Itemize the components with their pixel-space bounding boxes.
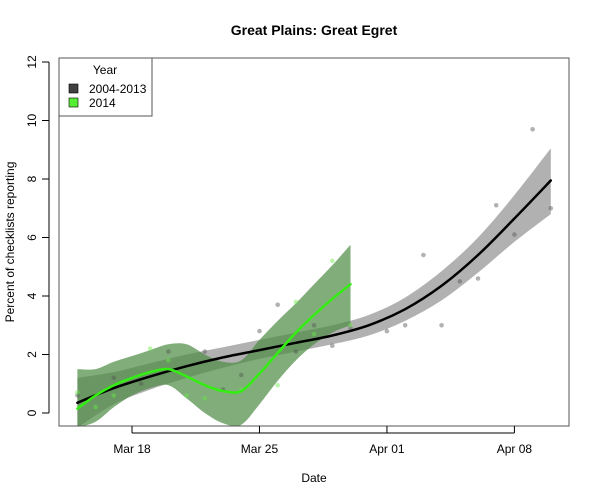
y-tick-label: 0 — [25, 409, 39, 416]
data-point — [293, 299, 299, 305]
data-point — [493, 203, 499, 208]
x-tick-label: Mar 25 — [241, 442, 279, 456]
data-points — [75, 127, 554, 410]
data-point — [311, 323, 317, 328]
y-tick-label: 10 — [25, 114, 39, 128]
data-point — [166, 349, 171, 354]
plot-frame — [58, 57, 570, 427]
data-point — [75, 393, 80, 398]
data-point — [111, 375, 117, 381]
data-point — [402, 323, 408, 328]
chart-title: Great Plains: Great Egret — [231, 22, 398, 38]
legend-label-2004-2013: 2004-2013 — [89, 82, 147, 96]
data-point — [166, 358, 171, 363]
plot-area — [75, 127, 554, 426]
y-tick-label: 4 — [25, 292, 39, 299]
x-axis-label: Date — [301, 471, 327, 485]
legend-label-2014: 2014 — [89, 96, 116, 110]
data-point — [512, 232, 517, 237]
y-tick-label: 8 — [25, 175, 39, 182]
data-point — [147, 346, 153, 351]
y-tick-label: 12 — [25, 55, 39, 69]
data-point — [530, 127, 535, 132]
x-tick-label: Apr 01 — [369, 442, 405, 456]
fit-line-2004-2013 — [76, 179, 553, 405]
confidence-band-2014 — [77, 244, 351, 426]
data-point — [348, 323, 353, 328]
x-axis: Mar 18 Mar 25 Apr 01 Apr 08 — [113, 426, 532, 456]
y-axis-label: Percent of checklists reporting — [3, 162, 17, 323]
data-point — [457, 279, 463, 284]
data-point — [439, 323, 444, 328]
y-tick-label: 6 — [25, 234, 39, 241]
data-point — [257, 328, 262, 334]
legend-swatch-2004-2013 — [68, 83, 79, 94]
data-point — [475, 276, 481, 281]
data-point — [384, 328, 390, 334]
data-point — [330, 258, 335, 264]
y-axis: 0 2 4 6 8 10 12 — [25, 55, 50, 416]
legend-title: Year — [93, 63, 117, 77]
legend: Year 2004-2013 2014 — [58, 57, 153, 117]
data-point — [330, 343, 335, 349]
x-tick-label: Mar 18 — [113, 442, 151, 456]
data-point — [311, 331, 317, 337]
data-point — [548, 206, 554, 211]
data-point — [138, 381, 144, 387]
data-point — [75, 390, 80, 395]
data-point — [184, 393, 189, 398]
data-point — [202, 349, 208, 354]
y-tick-label: 2 — [25, 351, 39, 358]
data-point — [93, 404, 98, 410]
data-point — [421, 252, 426, 258]
data-point — [239, 372, 244, 378]
x-tick-label: Apr 08 — [497, 442, 533, 456]
fit-line-2014 — [76, 283, 352, 410]
data-point — [111, 393, 117, 398]
confidence-bands — [77, 148, 551, 426]
data-point — [202, 396, 208, 401]
data-point — [293, 349, 299, 354]
data-point — [275, 302, 281, 308]
data-point — [275, 382, 281, 388]
legend-swatch-2014 — [68, 97, 79, 108]
fit-lines — [76, 179, 553, 410]
